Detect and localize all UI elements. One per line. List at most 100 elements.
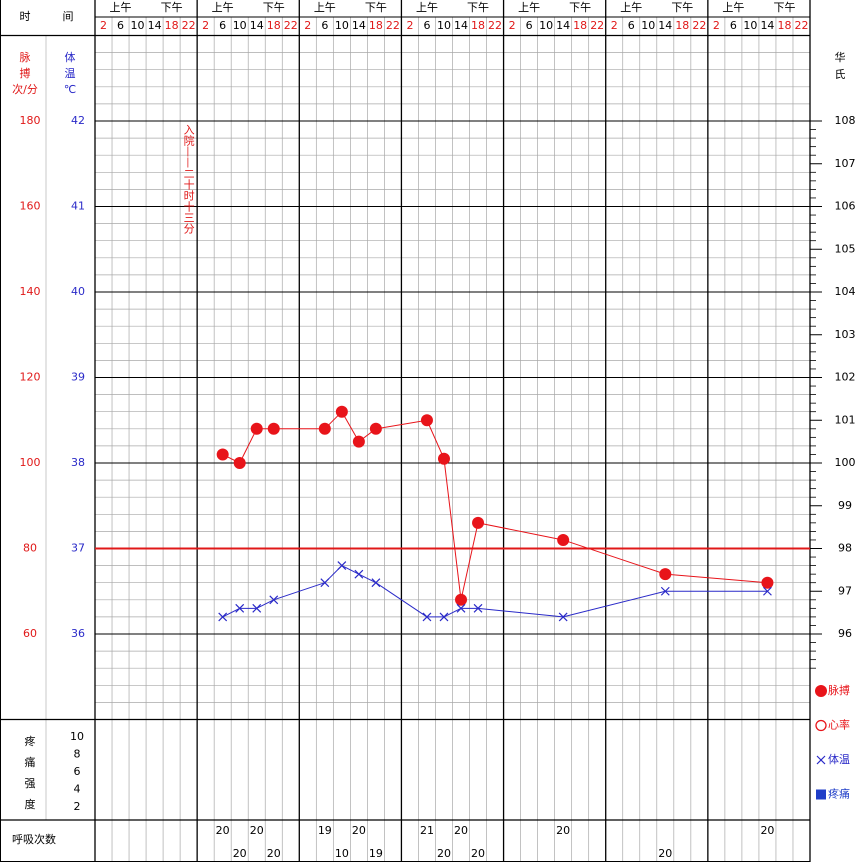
hour-label: 10 bbox=[131, 19, 145, 32]
period-label: 下午 bbox=[569, 1, 591, 14]
header-label: 间 bbox=[63, 10, 74, 23]
hour-label: 22 bbox=[182, 19, 196, 32]
hour-label: 6 bbox=[321, 19, 328, 32]
hour-label: 18 bbox=[267, 19, 281, 32]
temp-mark bbox=[269, 595, 279, 605]
pulse-dot bbox=[437, 452, 450, 465]
series-line bbox=[460, 522, 479, 600]
hour-label: 22 bbox=[692, 19, 706, 32]
y3-tick-label: 102 bbox=[835, 371, 856, 384]
hour-label: 10 bbox=[437, 19, 451, 32]
period-label: 上午 bbox=[416, 1, 438, 14]
hour-label: 18 bbox=[573, 19, 587, 32]
pain-tick-label: 2 bbox=[74, 800, 81, 813]
temp-mark bbox=[354, 569, 364, 579]
hour-label: 10 bbox=[743, 19, 757, 32]
y-axis-label: 搏 bbox=[20, 66, 31, 80]
series-line bbox=[563, 590, 666, 618]
y-axis-label: 次/分 bbox=[12, 82, 38, 96]
pulse-dot bbox=[335, 405, 348, 418]
pulse-dot bbox=[267, 422, 280, 435]
pain-label: 强 bbox=[25, 777, 36, 790]
pulse-dot bbox=[455, 593, 468, 606]
hour-label: 14 bbox=[760, 19, 774, 32]
pulse-dot bbox=[369, 422, 382, 435]
hour-label: 18 bbox=[369, 19, 383, 32]
hour-label: 14 bbox=[454, 19, 468, 32]
hour-label: 18 bbox=[777, 19, 791, 32]
hour-label: 2 bbox=[100, 19, 107, 32]
y3-tick-label: 96 bbox=[838, 627, 852, 640]
series-line bbox=[443, 607, 462, 618]
temp-mark bbox=[252, 603, 262, 613]
temp-mark bbox=[473, 603, 483, 613]
y2-tick-label: 39 bbox=[71, 371, 85, 384]
legend-label: 体温 bbox=[828, 752, 850, 766]
pain-tick-label: 10 bbox=[70, 730, 84, 743]
series-line bbox=[375, 419, 428, 430]
pain-tick-label: 8 bbox=[74, 747, 81, 760]
period-label: 下午 bbox=[671, 1, 693, 14]
pain-label: 度 bbox=[25, 797, 36, 811]
period-label: 上午 bbox=[314, 1, 336, 14]
respiration-value: 20 bbox=[556, 824, 570, 837]
y2-tick-label: 38 bbox=[71, 456, 85, 469]
temp-mark bbox=[660, 586, 670, 596]
period-label: 上午 bbox=[110, 1, 132, 14]
hour-label: 2 bbox=[202, 19, 209, 32]
hour-label: 2 bbox=[611, 19, 618, 32]
y-tick-label: 60 bbox=[23, 627, 37, 640]
y3-axis-label: 华 bbox=[835, 50, 846, 64]
y-tick-label: 100 bbox=[20, 456, 41, 469]
temp-mark bbox=[456, 603, 466, 613]
pain-label: 痛 bbox=[25, 755, 36, 769]
y3-tick-label: 108 bbox=[835, 114, 856, 127]
temp-mark bbox=[320, 578, 330, 588]
admission-note: 入院——二十时十三分 bbox=[182, 124, 195, 234]
y3-tick-label: 107 bbox=[835, 157, 856, 170]
temp-mark bbox=[371, 578, 381, 588]
y3-tick-label: 105 bbox=[835, 242, 856, 255]
legend-marker bbox=[816, 755, 826, 765]
y2-tick-label: 37 bbox=[71, 542, 85, 555]
hour-label: 18 bbox=[471, 19, 485, 32]
series-line bbox=[375, 582, 428, 618]
respiration-value: 20 bbox=[454, 824, 468, 837]
pain-label: 疼 bbox=[25, 734, 36, 748]
temp-mark bbox=[218, 612, 228, 622]
y2-axis-label: 温 bbox=[65, 67, 76, 80]
temp-mark bbox=[763, 586, 772, 596]
temp-mark bbox=[422, 612, 432, 622]
y3-tick-label: 100 bbox=[835, 456, 856, 469]
y2-axis-label: ℃ bbox=[64, 83, 76, 96]
series-line bbox=[477, 607, 564, 618]
y3-tick-label: 103 bbox=[835, 328, 856, 341]
hour-label: 10 bbox=[539, 19, 553, 32]
y-tick-label: 180 bbox=[20, 114, 41, 127]
hour-label: 6 bbox=[219, 19, 226, 32]
y-tick-label: 160 bbox=[20, 200, 41, 213]
hour-label: 2 bbox=[509, 19, 516, 32]
series-line bbox=[665, 573, 768, 584]
pulse-dot bbox=[420, 414, 433, 427]
respiration-value: 20 bbox=[760, 824, 774, 837]
y-tick-label: 120 bbox=[20, 371, 41, 384]
period-label: 上午 bbox=[722, 1, 744, 14]
hour-label: 6 bbox=[628, 19, 635, 32]
y-tick-label: 80 bbox=[23, 542, 37, 555]
y2-tick-label: 41 bbox=[71, 200, 85, 213]
hour-label: 14 bbox=[658, 19, 672, 32]
period-label: 下午 bbox=[263, 1, 285, 14]
series-line bbox=[341, 565, 360, 575]
temp-mark bbox=[558, 612, 568, 622]
legend-marker bbox=[816, 789, 826, 800]
y-axis-label: 脉 bbox=[20, 50, 31, 64]
hour-label: 10 bbox=[641, 19, 655, 32]
hour-label: 14 bbox=[556, 19, 570, 32]
y2-axis-label: 体 bbox=[65, 50, 76, 64]
pulse-dot bbox=[659, 568, 672, 581]
respiration-value: 10 bbox=[335, 847, 349, 860]
y3-tick-label: 97 bbox=[838, 584, 852, 597]
respiration-value: 21 bbox=[420, 824, 434, 837]
